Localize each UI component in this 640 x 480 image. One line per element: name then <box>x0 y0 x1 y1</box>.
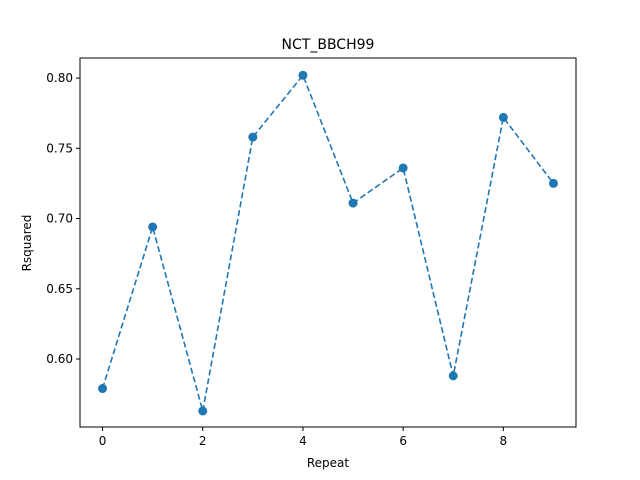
x-tick-label: 2 <box>199 434 207 448</box>
x-tick-label: 4 <box>299 434 307 448</box>
y-tick-label: 0.70 <box>46 212 73 226</box>
y-tick-label: 0.80 <box>46 71 73 85</box>
axes-frame <box>79 57 577 428</box>
data-point <box>498 112 508 122</box>
data-point <box>398 163 408 173</box>
data-point <box>198 406 208 416</box>
data-point <box>148 222 158 232</box>
y-axis: 0.60 0.65 0.70 0.75 0.80 <box>46 71 80 366</box>
x-axis: 0 2 4 6 8 <box>99 427 507 448</box>
data-point <box>298 70 308 80</box>
data-point <box>448 371 458 381</box>
data-point <box>348 198 358 208</box>
series-line <box>101 73 555 412</box>
x-tick-label: 0 <box>99 434 107 448</box>
data-point <box>548 178 558 188</box>
chart-title: NCT_BBCH99 <box>282 37 375 53</box>
x-axis-label: Repeat <box>307 456 350 470</box>
y-tick-label: 0.75 <box>46 141 73 155</box>
x-tick-label: 8 <box>500 434 508 448</box>
data-point <box>98 384 108 394</box>
x-tick-label: 6 <box>399 434 407 448</box>
y-tick-label: 0.60 <box>46 352 73 366</box>
y-axis-label: Rsquared <box>20 215 34 272</box>
data-point <box>248 132 258 142</box>
y-tick-label: 0.65 <box>46 282 73 296</box>
plot-area <box>98 70 558 416</box>
